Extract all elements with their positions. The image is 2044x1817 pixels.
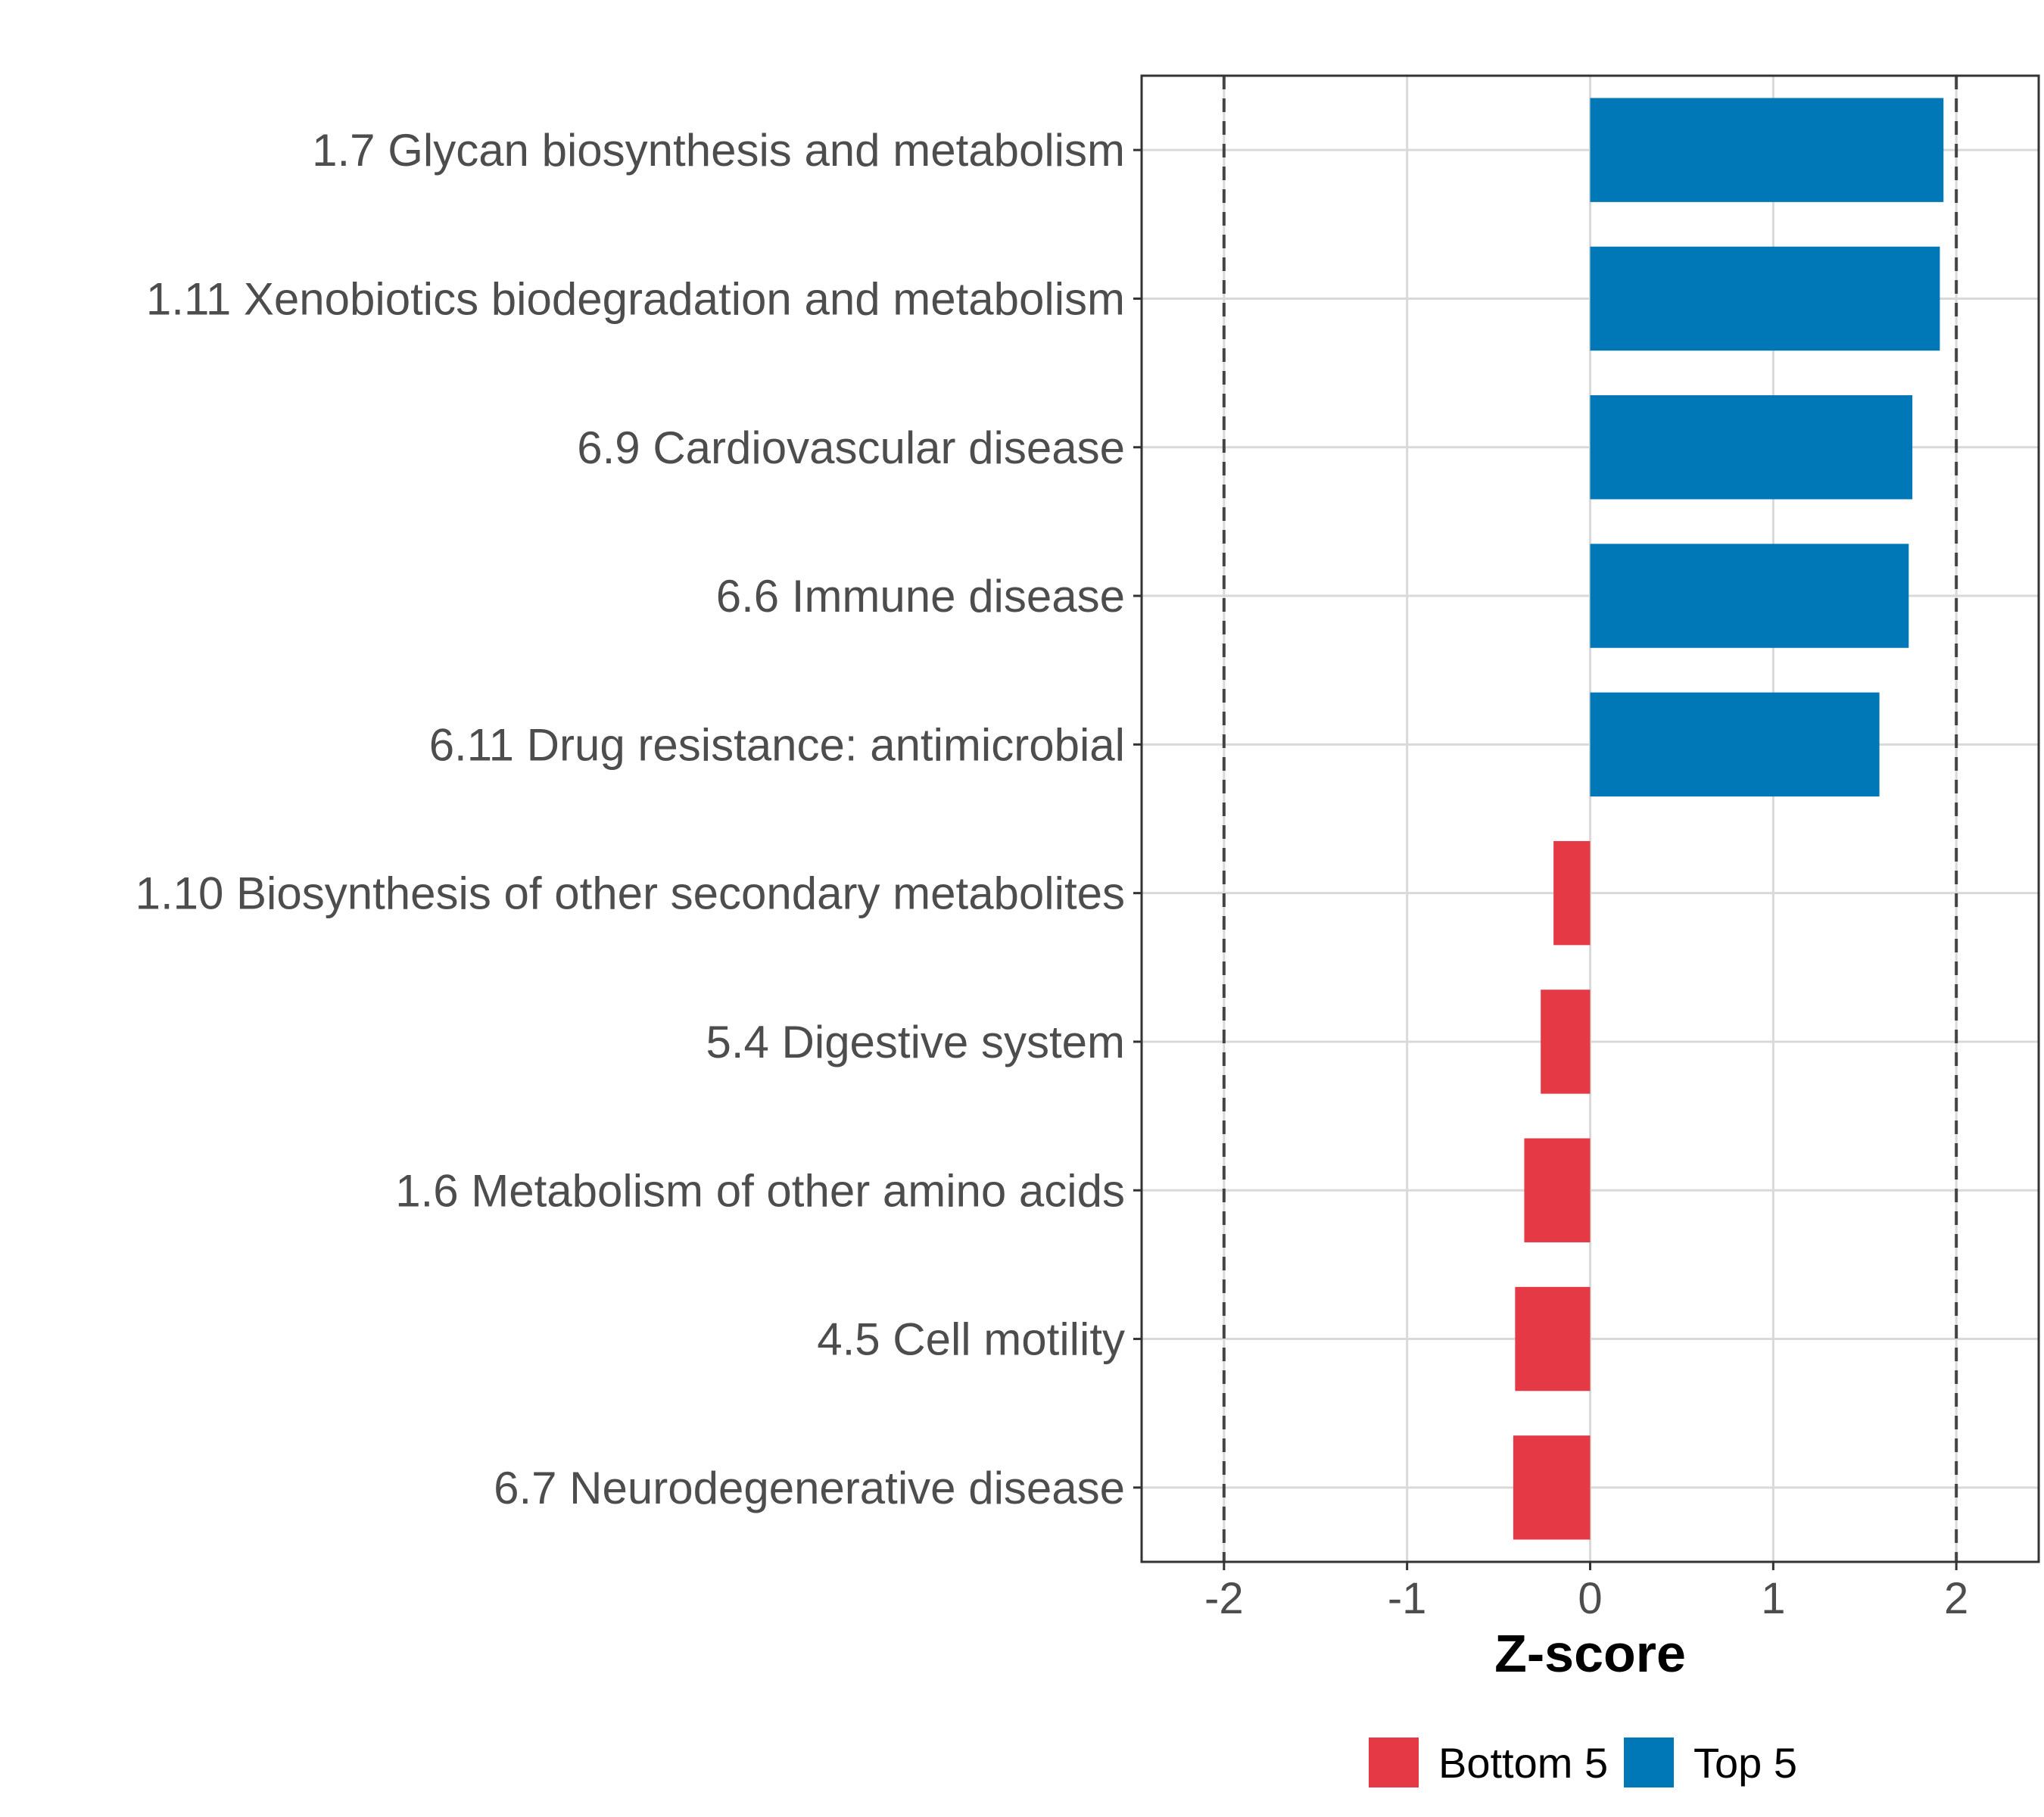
- bar: [1590, 692, 1880, 797]
- category-label: 1.10 Biosynthesis of other secondary met…: [136, 868, 1125, 919]
- category-label: 6.7 Neurodegenerative disease: [494, 1463, 1125, 1513]
- reference-lines: [1222, 76, 1958, 1562]
- legend-key: [1624, 1738, 1674, 1787]
- y-axis-ticks: 1.7 Glycan biosynthesis and metabolism 1.…: [136, 125, 1142, 1513]
- legend: Bottom 5 Top 5: [1369, 1738, 1797, 1787]
- legend-label: Top 5: [1693, 1739, 1797, 1787]
- category-label: 5.4 Digestive system: [706, 1017, 1125, 1067]
- category-label: 1.11 Xenobiotics biodegradation and meta…: [146, 273, 1125, 324]
- bar: [1590, 98, 1944, 202]
- x-tick-label: 2: [1944, 1574, 1968, 1623]
- bar: [1590, 395, 1913, 500]
- bar: [1590, 246, 1940, 351]
- category-label: 6.6 Immune disease: [716, 571, 1125, 622]
- bar: [1524, 1138, 1591, 1242]
- x-tick-label: -2: [1204, 1574, 1244, 1623]
- category-label: 6.11 Drug resistance: antimicrobial: [429, 719, 1125, 770]
- x-axis-ticks: -2 -1 0 1 2: [1204, 1562, 1968, 1623]
- bar: [1553, 840, 1591, 946]
- category-label: 6.9 Cardiovascular disease: [577, 422, 1125, 473]
- category-label: 4.5 Cell motility: [817, 1314, 1125, 1365]
- bar: [1590, 544, 1909, 648]
- bar: [1515, 1286, 1591, 1392]
- bar: [1513, 1435, 1591, 1540]
- x-tick-label: -1: [1388, 1574, 1427, 1623]
- legend-key: [1369, 1738, 1419, 1787]
- bar: [1541, 990, 1591, 1094]
- x-tick-label: 1: [1761, 1574, 1785, 1623]
- x-axis-title: Z-score: [1494, 1624, 1686, 1683]
- category-label: 1.6 Metabolism of other amino acids: [395, 1165, 1125, 1216]
- category-label: 1.7 Glycan biosynthesis and metabolism: [312, 125, 1125, 176]
- x-tick-label: 0: [1578, 1574, 1602, 1623]
- bars: [1513, 98, 1944, 1540]
- legend-label: Bottom 5: [1438, 1739, 1608, 1787]
